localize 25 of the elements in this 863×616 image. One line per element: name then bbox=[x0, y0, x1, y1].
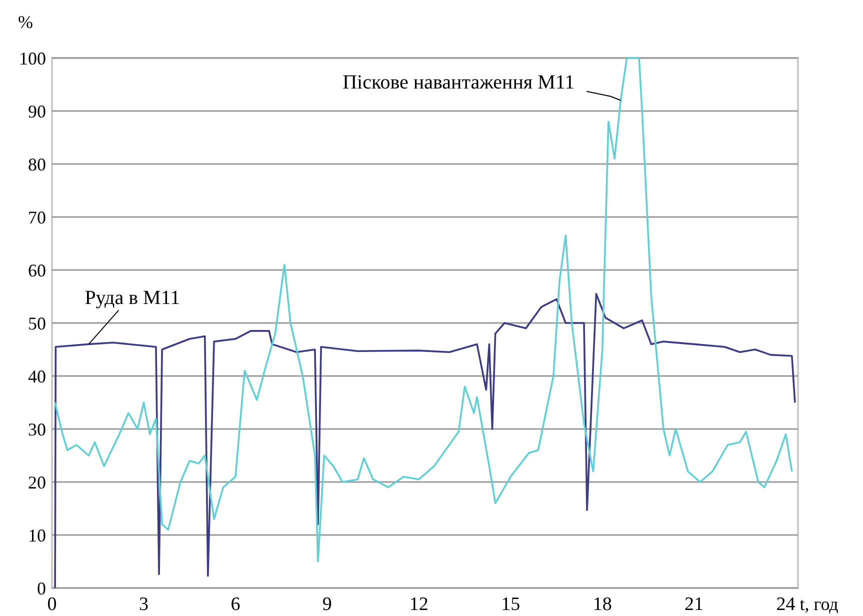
line-series bbox=[54, 292, 796, 589]
y-tick-label: 60 bbox=[28, 260, 46, 280]
x-tick-label: 21 bbox=[684, 594, 704, 615]
x-tick-label: 6 bbox=[230, 594, 240, 615]
x-tick-label: 12 bbox=[409, 594, 428, 615]
y-tick-label: 100 bbox=[19, 48, 46, 68]
y-tick-label: 20 bbox=[28, 472, 46, 492]
series-label: Руда в М11 bbox=[84, 287, 180, 310]
text: Піскове навантаження М11 bbox=[342, 71, 575, 94]
x-axis-title: t, год bbox=[800, 594, 838, 614]
y-tick-label: 10 bbox=[28, 525, 46, 546]
x-tick-label: 9 bbox=[322, 594, 332, 615]
y-tick-label: 30 bbox=[28, 419, 46, 440]
x-tick-label: 24 bbox=[776, 594, 796, 615]
y-tick-label: 50 bbox=[28, 313, 46, 334]
line-series bbox=[54, 57, 793, 562]
x-tick-label: 15 bbox=[501, 594, 520, 615]
y-tick-label: 0 bbox=[37, 578, 46, 598]
y-tick-label: 70 bbox=[28, 207, 46, 228]
x-tick-label: 3 bbox=[138, 594, 148, 615]
y-tick-label: 40 bbox=[28, 366, 46, 386]
x-tick-label: 18 bbox=[592, 594, 612, 615]
y-axis-title: % bbox=[18, 12, 33, 32]
y-tick-label: 90 bbox=[28, 101, 46, 122]
y-tick-label: 80 bbox=[28, 154, 46, 174]
